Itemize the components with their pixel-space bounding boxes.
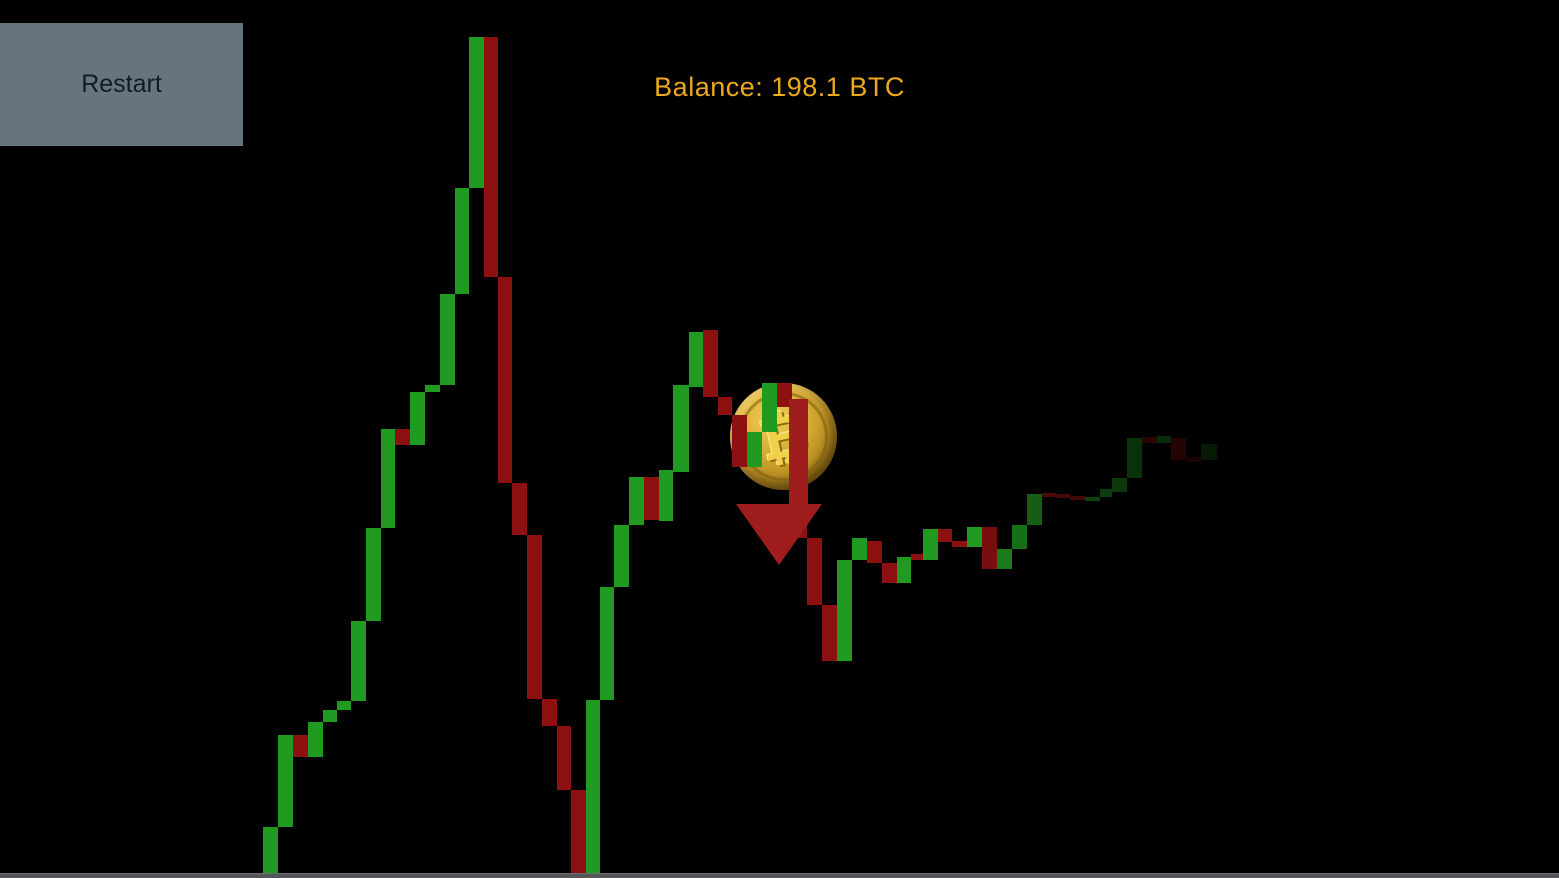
down-arrow-shaft: [789, 399, 808, 507]
candle: [293, 735, 308, 757]
candle: [1186, 457, 1201, 462]
candle: [777, 383, 792, 407]
candle: [337, 701, 351, 710]
candle: [323, 710, 337, 722]
candle: [732, 415, 747, 467]
candle: [1085, 497, 1100, 501]
candle: [837, 560, 852, 661]
candle: [1171, 438, 1186, 460]
candle: [923, 529, 938, 560]
candle: [967, 527, 982, 547]
candle: [381, 429, 395, 528]
candle: [425, 385, 440, 392]
candle: [366, 528, 381, 621]
candle: [1056, 494, 1070, 498]
candle: [897, 557, 911, 583]
candle: [498, 277, 512, 483]
candle: [600, 587, 614, 700]
candle: [629, 477, 644, 525]
candle: [822, 605, 837, 661]
candle: [911, 554, 923, 560]
candle: [1127, 438, 1142, 478]
candle: [440, 294, 455, 385]
candle: [1027, 494, 1042, 525]
candle: [512, 483, 527, 535]
candle: [689, 332, 703, 387]
candle: [1012, 525, 1027, 549]
candle: [351, 621, 366, 701]
candle: [673, 385, 689, 472]
candle: [882, 563, 897, 583]
candle: [867, 541, 882, 563]
candle: [644, 477, 659, 520]
candle: [1201, 444, 1217, 460]
candle: [395, 429, 410, 445]
candle: [1142, 437, 1157, 443]
candle: [1042, 493, 1056, 497]
candle: [527, 535, 542, 699]
candle: [557, 726, 571, 790]
candle: [542, 699, 557, 726]
candle: [614, 525, 629, 587]
candle: [263, 827, 278, 873]
candle: [1070, 496, 1085, 500]
candle: [586, 700, 600, 873]
chart-baseline: [0, 873, 1559, 878]
candle: [659, 470, 673, 521]
candle: [997, 549, 1012, 569]
candle: [718, 397, 732, 415]
candle: [571, 790, 586, 873]
candle: [278, 735, 293, 827]
down-arrow-head: [736, 504, 822, 565]
balance-text: Balance: 198.1 BTC: [654, 72, 905, 102]
candle: [308, 722, 323, 757]
candle: [747, 432, 762, 467]
candle: [484, 37, 498, 277]
candle: [952, 541, 967, 547]
candle: [703, 330, 718, 397]
candle: [1100, 489, 1112, 497]
candle: [762, 383, 777, 432]
candle: [455, 188, 469, 294]
candle: [852, 538, 867, 560]
candle: [410, 392, 425, 445]
restart-button[interactable]: Restart: [0, 23, 243, 146]
candle: [982, 527, 997, 569]
candle: [1157, 436, 1171, 443]
candle: [469, 37, 484, 188]
candle: [938, 529, 952, 542]
candle: [1112, 478, 1127, 492]
